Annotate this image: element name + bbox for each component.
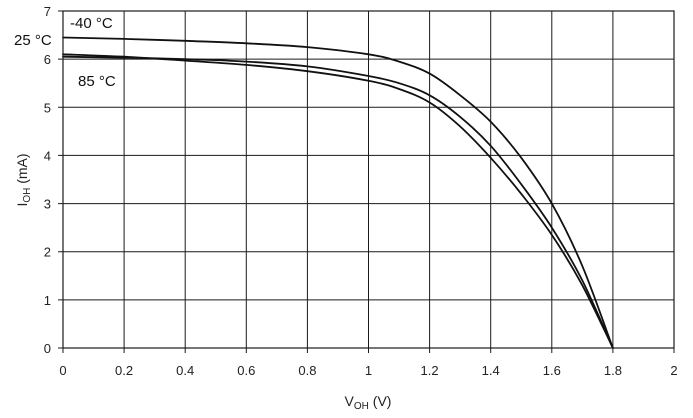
x-tick-label: 1.6 bbox=[543, 363, 561, 378]
y-tick-label: 6 bbox=[44, 52, 51, 67]
x-tick-label: 0 bbox=[59, 363, 66, 378]
curve-25c bbox=[62, 55, 614, 349]
y-tick-label: 7 bbox=[44, 4, 51, 19]
x-tick-label: 2 bbox=[670, 363, 677, 378]
x-tick-label: 0.2 bbox=[115, 363, 133, 378]
y-axis-label: IOH (mA) bbox=[14, 153, 33, 206]
annotation-25c: 25 °C bbox=[14, 32, 52, 49]
y-tick-label: 5 bbox=[44, 100, 51, 115]
curve-minus40c bbox=[62, 36, 614, 349]
plot-frame bbox=[62, 10, 675, 349]
y-tick-label: 3 bbox=[44, 197, 51, 212]
y-tick-label: 1 bbox=[44, 293, 51, 308]
curves bbox=[62, 36, 614, 349]
y-tick-label: 0 bbox=[44, 341, 51, 356]
annotation-85c: 85 °C bbox=[78, 73, 116, 90]
grid bbox=[58, 10, 675, 353]
y-tick-label: 4 bbox=[44, 148, 51, 163]
curve-85c bbox=[62, 53, 614, 349]
x-tick-label: 0.8 bbox=[298, 363, 316, 378]
annotation-minus40c: -40 °C bbox=[70, 15, 113, 32]
y-tick-label: 2 bbox=[44, 245, 51, 260]
x-tick-label: 1.2 bbox=[421, 363, 439, 378]
x-tick-label: 1 bbox=[365, 363, 372, 378]
x-tick-label: 0.6 bbox=[237, 363, 255, 378]
x-tick-label: 1.4 bbox=[482, 363, 500, 378]
x-tick-label: 0.4 bbox=[176, 363, 194, 378]
x-axis-label: VOH (V) bbox=[345, 393, 392, 412]
tick-labels: 0 0.2 0.4 0.6 0.8 1 1.2 1.4 1.6 1.8 2 0 1 2 3 4 5 6 7 bbox=[44, 4, 678, 378]
x-tick-label: 1.8 bbox=[604, 363, 622, 378]
